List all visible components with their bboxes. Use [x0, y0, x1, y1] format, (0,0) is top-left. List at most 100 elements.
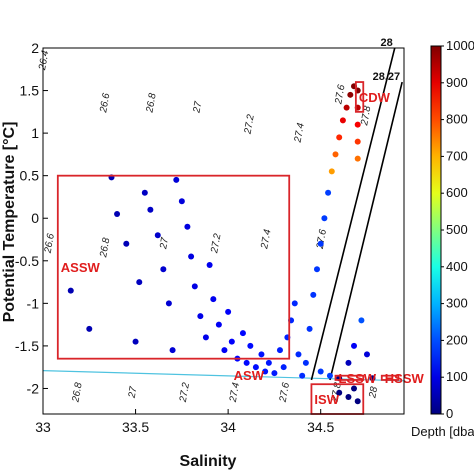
data-point — [321, 215, 328, 222]
data-point — [247, 342, 254, 349]
data-point — [132, 338, 139, 345]
data-point — [313, 266, 320, 273]
data-point — [136, 279, 143, 286]
data-point — [354, 121, 361, 128]
density-line-label: 28 — [380, 37, 392, 49]
data-point — [343, 104, 350, 111]
data-point — [363, 351, 370, 358]
isopycnal-label: 27.6 — [333, 83, 347, 105]
data-point — [197, 313, 204, 320]
data-point — [317, 368, 324, 375]
colorbar-tick-label: 400 — [446, 259, 468, 274]
y-tick-label: -1 — [27, 295, 40, 311]
colorbar-bar — [430, 45, 442, 415]
data-point — [67, 287, 74, 294]
x-tick-label: 34 — [220, 419, 236, 435]
data-point — [184, 223, 191, 230]
data-point — [325, 189, 332, 196]
data-point — [154, 232, 161, 239]
colorbar-tick-label: 200 — [446, 332, 468, 347]
isopycnal-label: 27.2 — [178, 381, 192, 403]
y-tick-label: -2 — [27, 380, 40, 396]
isopycnal-label: 27.4 — [228, 381, 242, 403]
data-point — [336, 134, 343, 141]
data-point — [291, 300, 298, 307]
y-tick-label: -0.5 — [15, 253, 39, 269]
data-point — [354, 398, 361, 405]
colorbar-tick-label: 300 — [446, 296, 468, 311]
data-point — [332, 151, 339, 158]
plot-border — [42, 47, 405, 415]
data-point — [215, 321, 222, 328]
data-point — [141, 189, 148, 196]
data-point — [206, 262, 213, 269]
data-point — [239, 330, 246, 337]
data-point — [328, 168, 335, 175]
isopycnal-label: 27 — [127, 385, 140, 399]
y-tick-label: 0.5 — [20, 168, 40, 184]
density-line-label: 28.27 — [373, 71, 401, 83]
data-point — [347, 91, 354, 98]
water-mass-label: CDW — [359, 90, 391, 105]
data-point — [369, 375, 376, 382]
data-point — [123, 240, 130, 247]
water-mass-label: ASSW — [61, 260, 101, 275]
data-point — [276, 347, 283, 354]
y-tick-label: 2 — [31, 40, 39, 56]
data-point — [178, 198, 185, 205]
x-tick-label: 34.5 — [307, 419, 334, 435]
data-point — [351, 342, 358, 349]
isopycnal-label: 27.4 — [292, 122, 306, 144]
data-point — [306, 325, 313, 332]
data-point — [169, 347, 176, 354]
colorbar-tick-label: 0 — [446, 406, 453, 421]
water-mass-box — [380, 374, 400, 381]
data-point — [351, 385, 358, 392]
data-point — [262, 368, 269, 375]
x-axis-label: Salinity — [180, 453, 237, 470]
colorbar-tick-label: 800 — [446, 112, 468, 127]
data-point — [165, 300, 172, 307]
density-line — [329, 81, 403, 381]
x-tick-label: 33.5 — [122, 419, 149, 435]
data-point — [295, 351, 302, 358]
colorbar-tick-label: 600 — [446, 185, 468, 200]
isopycnal-label: 27 — [158, 236, 171, 250]
isopycnal-label: 27.4 — [259, 228, 273, 250]
colorbar-label: Depth [dbar] — [411, 424, 474, 439]
data-point — [299, 372, 306, 379]
isopycnal-label: 26.6 — [98, 92, 112, 114]
density-line — [310, 47, 396, 381]
data-point — [317, 240, 324, 247]
water-mass-box — [354, 81, 365, 113]
data-points — [67, 83, 376, 405]
water-mass-box — [334, 374, 365, 381]
data-point — [258, 351, 265, 358]
x-tick-label: 33 — [35, 419, 51, 435]
water-mass-label: LSSW — [339, 371, 377, 386]
data-point — [265, 359, 272, 366]
data-point — [86, 325, 93, 332]
isopycnal-label: 27.2 — [242, 113, 256, 135]
isopycnal-label: 27 — [191, 100, 204, 114]
isopycnal-label: 27.2 — [209, 232, 223, 254]
data-point — [202, 334, 209, 341]
isopycnal-label: 27.6 — [278, 381, 292, 403]
data-point — [210, 296, 217, 303]
isopycnal-label: 26.8 — [70, 381, 84, 403]
data-point — [358, 317, 365, 324]
colorbar-tick-label: 1000 — [446, 38, 474, 53]
y-tick-label: 1 — [31, 125, 39, 141]
data-point — [191, 283, 198, 290]
data-point — [243, 359, 250, 366]
axis-ticks: 33 33.5 34 34.5 2 1.5 1 0.5 0 -0.5 -1 -1.5 -2 — [15, 40, 405, 435]
data-point — [252, 364, 259, 371]
data-point — [147, 206, 154, 213]
y-tick-label: -1.5 — [15, 338, 39, 354]
data-point — [310, 291, 317, 298]
data-point — [173, 176, 180, 183]
data-point — [271, 370, 278, 377]
